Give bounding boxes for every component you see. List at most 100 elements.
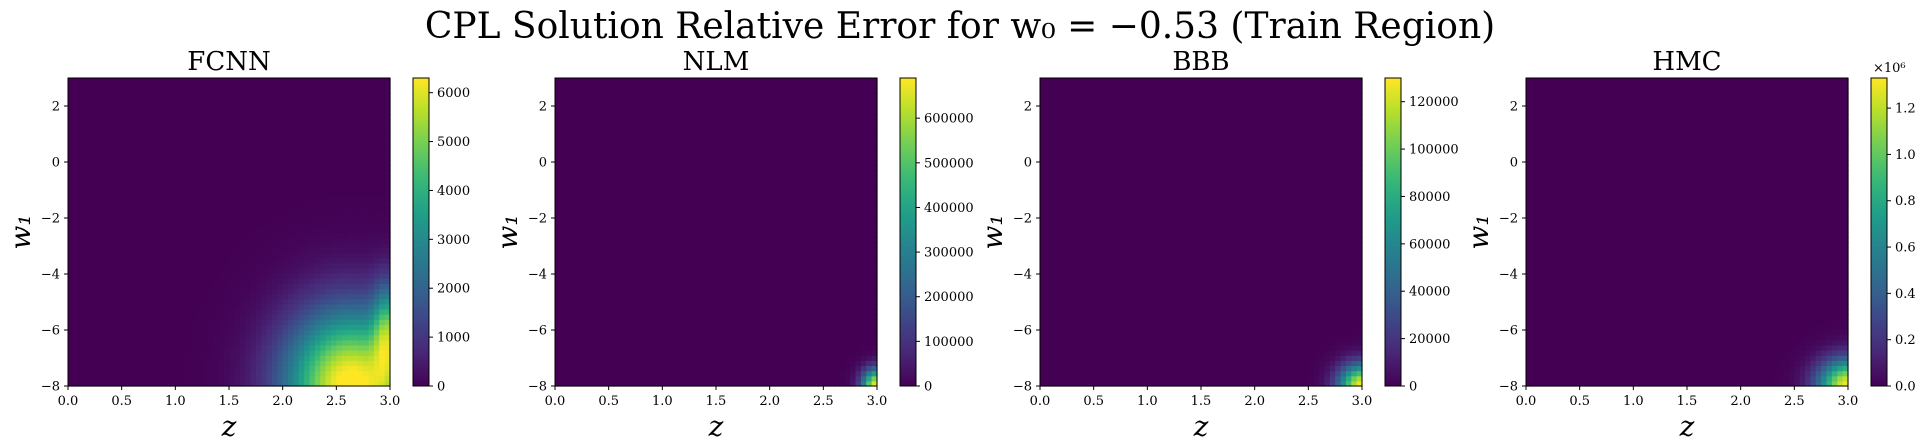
heatmap-cell <box>325 113 332 120</box>
heatmap-cell <box>587 262 594 269</box>
heatmap-cell <box>180 119 187 125</box>
heatmap-cell <box>384 185 391 192</box>
heatmap-cell <box>352 103 359 110</box>
heatmap-cell <box>100 334 107 341</box>
heatmap-cell <box>592 278 599 284</box>
heatmap-cell <box>298 247 305 254</box>
heatmap-cell <box>592 98 599 105</box>
heatmap-cell <box>614 88 620 94</box>
heatmap-cell <box>78 113 85 120</box>
heatmap-cell <box>175 375 182 382</box>
heatmap-cell <box>304 180 311 187</box>
heatmap-cell <box>282 339 289 346</box>
heatmap-cell <box>271 288 278 295</box>
heatmap-cell <box>73 88 80 94</box>
heatmap-cell <box>555 201 561 207</box>
heatmap-cell <box>325 211 332 218</box>
heatmap-cell <box>277 83 284 89</box>
heatmap-cell <box>255 190 262 197</box>
heatmap-cell <box>325 221 332 228</box>
heatmap-cell <box>368 119 375 125</box>
heatmap-cell <box>656 124 663 130</box>
heatmap-cell <box>164 247 171 254</box>
heatmap-cell <box>234 303 241 310</box>
heatmap-cell <box>635 144 642 151</box>
heatmap-cell <box>373 83 380 89</box>
heatmap-cell <box>100 350 107 356</box>
heatmap-cell <box>196 206 203 213</box>
heatmap-cell <box>186 288 193 295</box>
heatmap-cell <box>363 334 370 341</box>
heatmap-cell <box>619 288 626 295</box>
heatmap-cell <box>68 93 74 100</box>
heatmap-cell <box>646 124 653 130</box>
heatmap-cell <box>239 242 246 248</box>
heatmap-cell <box>368 350 375 356</box>
heatmap-cell <box>89 360 96 367</box>
heatmap-cell <box>320 190 327 197</box>
heatmap-cell <box>587 350 594 356</box>
heatmap-cell <box>640 149 647 156</box>
heatmap-cell <box>212 144 219 151</box>
heatmap-cell <box>341 365 348 372</box>
heatmap-cell <box>347 201 354 207</box>
heatmap-cell <box>153 319 160 325</box>
heatmap-cell <box>245 139 252 146</box>
heatmap-cell <box>94 257 101 264</box>
heatmap-cell <box>212 319 219 325</box>
heatmap-cell <box>597 319 604 325</box>
heatmap-cell <box>186 108 193 115</box>
heatmap-cell <box>560 262 567 269</box>
heatmap-cell <box>271 88 278 94</box>
heatmap-cell <box>614 113 620 120</box>
heatmap-cell <box>597 355 604 361</box>
heatmap-cell <box>309 144 316 151</box>
heatmap-cell <box>164 103 171 110</box>
heatmap-cell <box>68 165 74 171</box>
heatmap-cell <box>266 355 273 361</box>
heatmap-cell <box>271 144 278 151</box>
heatmap-cell <box>180 78 187 84</box>
heatmap-cell <box>576 160 583 166</box>
heatmap-cell <box>127 206 133 213</box>
heatmap-cell <box>218 278 225 284</box>
heatmap-cell <box>121 319 128 325</box>
heatmap-cell <box>196 309 203 315</box>
heatmap-cell <box>100 185 107 192</box>
heatmap-cell <box>325 190 332 197</box>
heatmap-cell <box>288 247 294 254</box>
heatmap-cell <box>196 324 203 331</box>
heatmap-cell <box>100 221 107 228</box>
heatmap-cell <box>624 139 631 146</box>
heatmap-cell <box>255 155 262 161</box>
heatmap-cell <box>656 267 663 274</box>
heatmap-cell <box>341 113 348 120</box>
heatmap-cell <box>336 303 343 310</box>
heatmap-cell <box>212 211 219 218</box>
heatmap-cell <box>255 103 262 110</box>
heatmap-cell <box>143 273 150 279</box>
heatmap-cell <box>148 319 155 325</box>
heatmap-cell <box>127 339 133 346</box>
heatmap-cell <box>363 247 370 254</box>
heatmap-cell <box>89 113 96 120</box>
heatmap-cell <box>384 314 391 320</box>
heatmap-cell <box>555 175 561 182</box>
heatmap-cell <box>298 113 305 120</box>
heatmap-cell <box>282 350 289 356</box>
heatmap-cell <box>304 139 311 146</box>
heatmap-cell <box>191 237 198 243</box>
heatmap-cell <box>94 98 101 105</box>
heatmap-cell <box>143 211 150 218</box>
heatmap-cell <box>186 149 193 156</box>
heatmap-cell <box>304 206 311 213</box>
heatmap-cell <box>175 98 182 105</box>
heatmap-cell <box>614 180 620 187</box>
heatmap-cell <box>143 360 150 367</box>
heatmap-cell <box>555 247 561 254</box>
heatmap-cell <box>234 201 241 207</box>
heatmap-cell <box>94 339 101 346</box>
heatmap-cell <box>68 252 74 259</box>
heatmap-cell <box>229 221 235 228</box>
heatmap-cell <box>587 247 594 254</box>
